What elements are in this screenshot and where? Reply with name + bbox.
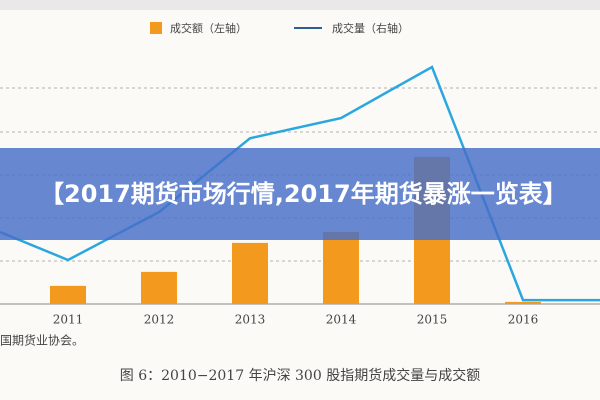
x-tick-label: 2013 (235, 313, 266, 327)
source: 国期货业协会。 (0, 333, 84, 348)
bar (141, 271, 177, 304)
x-tick-label: 2011 (53, 313, 84, 327)
legend-swatch (150, 22, 162, 34)
legend-label: 成交量（右轴） (332, 21, 409, 35)
x-tick-label: 2012 (144, 313, 175, 327)
bar (50, 285, 86, 304)
legend: 成交额（左轴） 成交量（右轴） (150, 21, 409, 35)
line (0, 65, 600, 302)
x-tick-label: 2016 (508, 313, 539, 327)
title-banner: 【2017期货市场行情,2017年期货暴涨一览表】 (0, 148, 600, 240)
x-tick-label: 2014 (326, 313, 357, 327)
caption: 图 6：2010−2017 年沪深 300 股指期货成交量与成交额 (120, 367, 480, 384)
x-tick-label: 2015 (417, 313, 448, 327)
bar (505, 301, 541, 304)
bar (232, 242, 268, 304)
top-strip (0, 0, 600, 10)
legend-label: 成交额（左轴） (170, 21, 247, 35)
overlay-title: 【2017期货市场行情,2017年期货暴涨一览表】 (40, 180, 567, 208)
bar (323, 231, 359, 304)
